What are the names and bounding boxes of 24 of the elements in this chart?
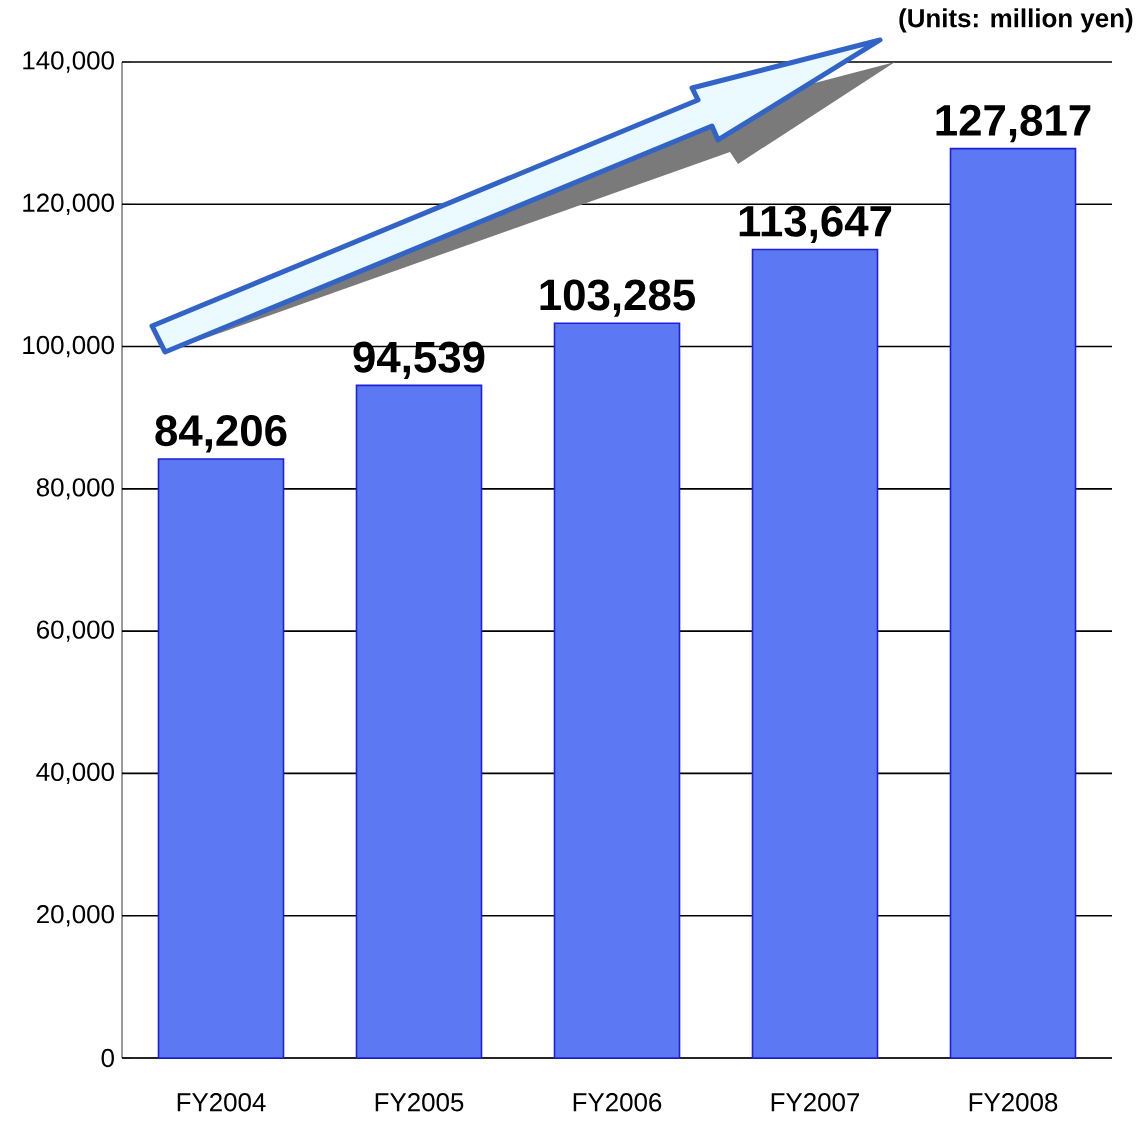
data-label: 127,817 [936, 104, 1091, 143]
x-tick-label: FY2004 [177, 1093, 266, 1112]
y-tick-label: 120,000 [23, 193, 114, 215]
data-label: 103,285 [540, 279, 695, 317]
text: (Units: million yen) [899, 8, 1133, 33]
x-tick-label: FY2008 [969, 1093, 1058, 1112]
x-tick-label: FY2006 [573, 1093, 662, 1112]
bar [157, 458, 285, 1059]
y-tick-label: 100,000 [23, 335, 114, 358]
x-tick-label: FY2007 [771, 1093, 860, 1112]
y-tick-label: 140,000 [23, 51, 114, 73]
y-tick-label: 60,000 [37, 620, 114, 642]
y-tick-label: 0 [101, 1048, 114, 1068]
bar [949, 147, 1077, 1059]
data-label: 113,647 [739, 205, 892, 244]
data-label: 94,539 [353, 341, 485, 380]
data-label: 84,206 [155, 415, 287, 453]
bar [553, 322, 681, 1059]
y-tick-label: 40,000 [36, 762, 114, 785]
bar [355, 384, 483, 1059]
y-tick-label: 20,000 [37, 905, 114, 927]
x-tick-label: FY2005 [375, 1093, 464, 1112]
y-tick-label: 80,000 [36, 478, 114, 500]
bar [751, 248, 879, 1059]
